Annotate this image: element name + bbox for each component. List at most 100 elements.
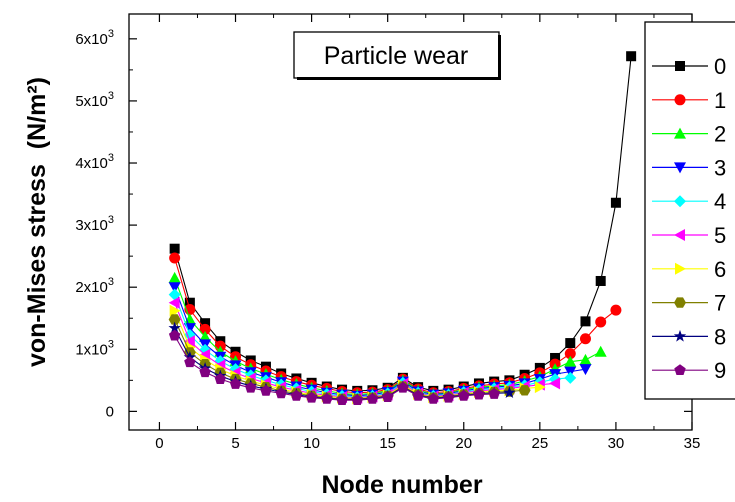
legend-entry: 4 [652,189,726,214]
data-point [594,345,607,357]
data-point [534,381,546,394]
series-0 [169,51,637,396]
x-tick-label: 10 [303,435,320,452]
legend-entry: 3 [652,155,726,180]
title-box-shadow [498,35,501,80]
data-point [674,364,686,376]
data-point [397,381,409,393]
data-point [184,297,195,308]
y-tick-label: 3x103 [75,214,114,234]
data-point [168,321,181,334]
data-point [200,318,211,329]
data-point [675,262,686,275]
data-point [169,252,181,264]
data-point [168,329,181,341]
data-point [674,229,685,241]
data-point [168,296,180,309]
data-point [674,297,686,308]
y-axis-label: von-Mises stress [23,164,51,367]
data-point [245,381,257,393]
data-point [595,275,606,286]
x-tick-label: 15 [379,435,396,452]
x-tick-label: 35 [684,435,701,452]
data-point [305,391,318,403]
series-line [174,257,617,394]
data-point [579,364,592,376]
data-point [199,323,211,335]
y-tick-label: 5x103 [75,90,114,110]
data-point [169,243,180,254]
legend-label: 0 [714,54,726,79]
x-tick-label: 30 [608,435,625,452]
data-point [565,338,576,349]
data-point [183,313,196,325]
data-point [351,394,363,406]
data-point [275,387,287,399]
legend: 0 1 2 3 4 5 6 7 8 9 [652,54,726,383]
legend-entry: 8 [652,324,726,349]
series-line [174,287,586,397]
data-point [321,392,333,404]
data-point [169,304,181,317]
data-point [458,389,470,401]
legend-label: 6 [714,257,726,282]
data-point [214,373,227,384]
data-point [673,329,687,342]
data-point [366,392,379,404]
legend-label: 2 [714,122,726,147]
data-point [549,377,561,390]
data-point [595,316,607,328]
data-point [427,392,440,404]
legend-entry: 9 [652,358,726,383]
data-point [675,61,685,71]
data-point [674,94,686,106]
data-point [674,195,686,208]
data-point [229,378,242,389]
data-point [183,335,195,348]
legend-label: 4 [714,189,726,214]
series-layer [168,51,637,406]
axis-ticks: 0 5 10 15 20 25 30 35 0 1x103 2x103 3x103 4x103 5x103… [75,14,700,452]
y-axis-label-group: von-Mises stress (N/m²) [23,77,51,367]
data-point [518,385,531,396]
data-point [579,353,592,365]
x-tick-label: 0 [155,435,163,452]
data-point [412,389,424,401]
data-point [381,391,394,402]
legend-label: 1 [714,88,726,113]
legend-entry: 5 [652,223,726,248]
x-axis-label: Node number [321,471,482,497]
legend-entry: 0 [652,54,726,79]
series-9 [168,329,500,406]
legend-label: 3 [714,155,726,180]
data-point [168,314,181,325]
data-point [564,355,577,367]
data-point [610,197,621,208]
legend-entry: 7 [652,291,726,316]
y-tick-label: 6x103 [75,28,114,48]
data-point [610,304,622,316]
y-tick-label: 0 [106,403,114,420]
x-tick-label: 5 [231,435,239,452]
chart-title: Particle wear [324,42,469,70]
data-point [503,386,516,399]
data-point [626,51,637,62]
legend-label: 8 [714,324,726,349]
data-point [580,316,591,327]
data-point [674,127,686,139]
y-axis-unit: (N/m²) [23,77,51,149]
y-tick-label: 1x103 [75,338,114,358]
data-point [564,371,577,384]
data-point [184,356,196,368]
data-point [550,352,561,363]
data-point [260,384,272,396]
legend-label: 7 [714,291,726,316]
data-point [674,162,686,174]
data-point [290,389,303,401]
data-point [168,271,181,283]
legend-label: 5 [714,223,726,248]
data-point [168,288,181,301]
svg-text:von-Mises stress (N/m²: von-Mises stress (N/m²) [23,77,51,367]
title-box-shadow-bottom [297,77,501,80]
